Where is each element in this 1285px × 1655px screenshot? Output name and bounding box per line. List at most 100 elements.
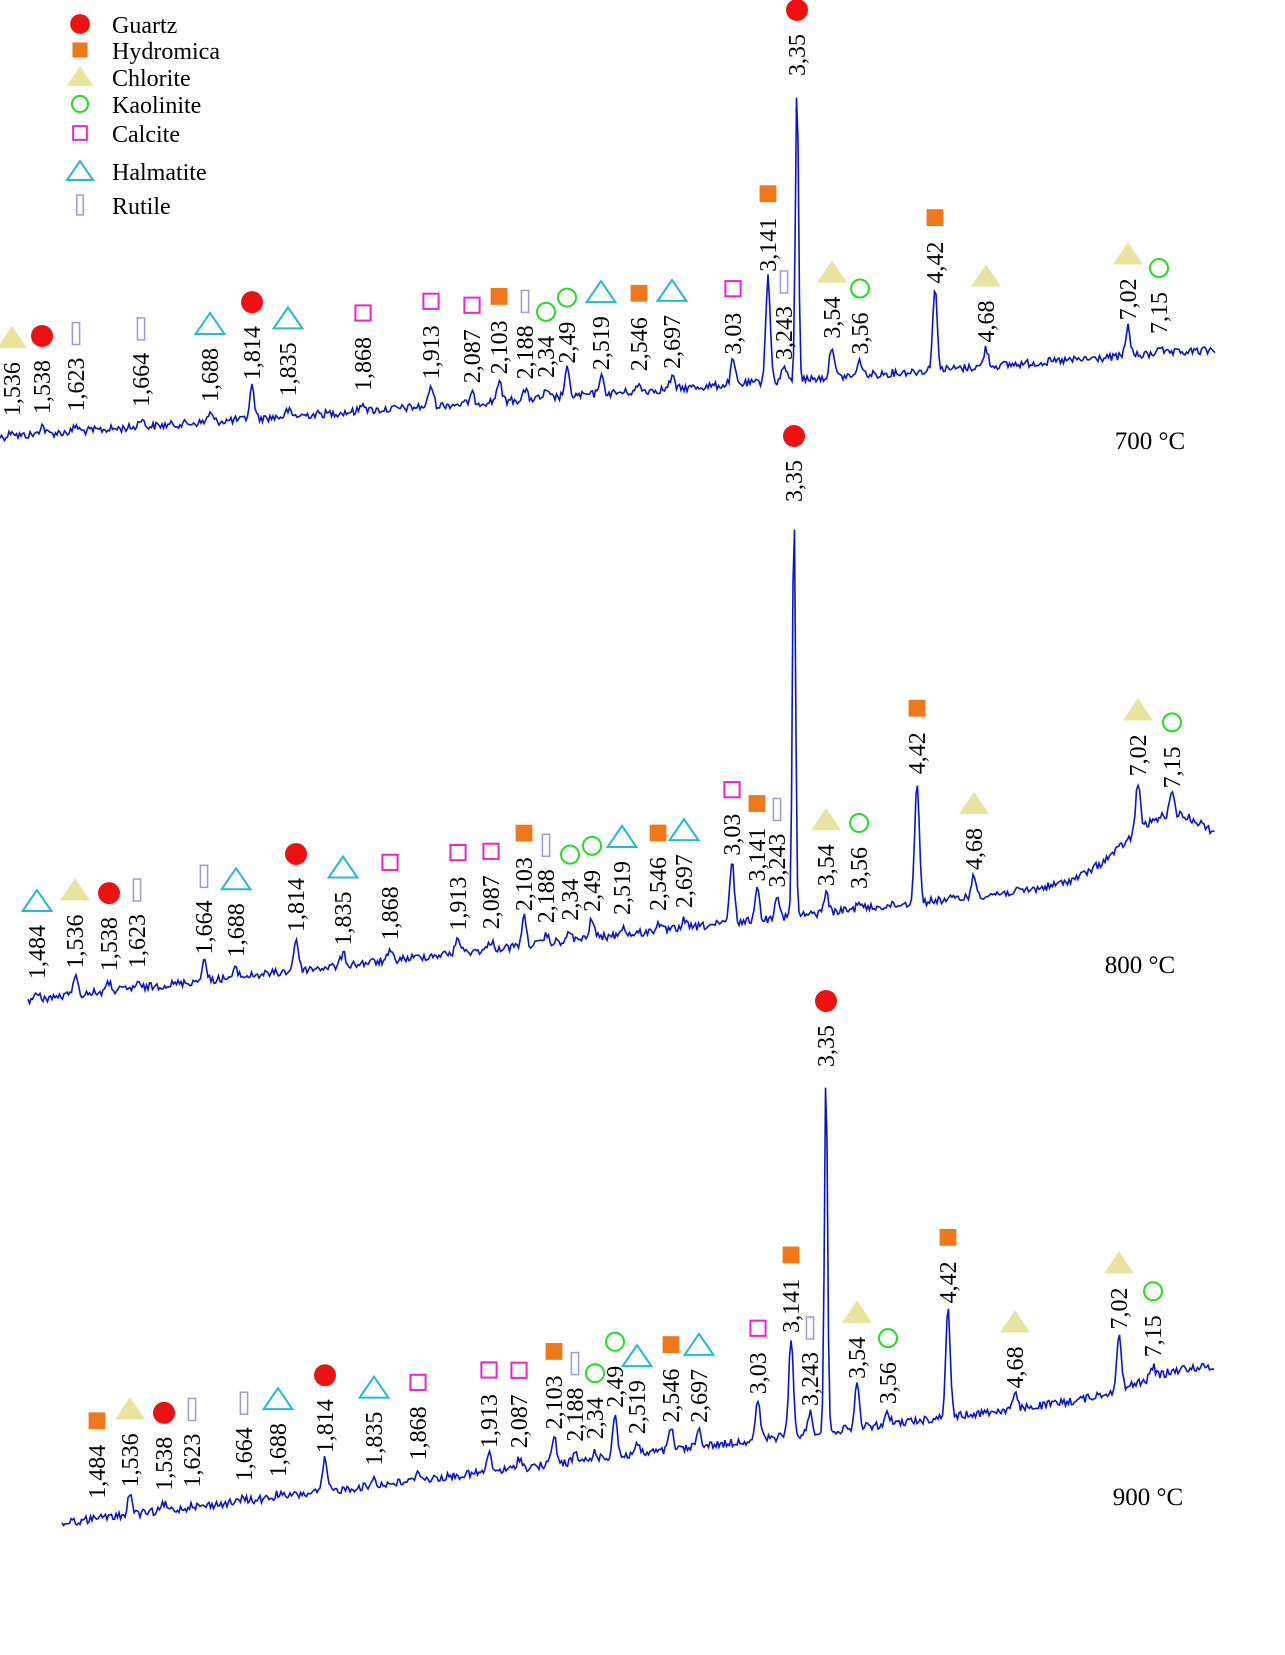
peak-marker-kaolinite xyxy=(536,301,556,322)
peak-marker-kaolinite xyxy=(849,812,869,833)
peak-label: 1,536 xyxy=(118,1433,144,1487)
peak-label: 7,02 xyxy=(1107,1288,1133,1330)
peak-marker-rutile xyxy=(199,864,209,889)
peak-label: 1,623 xyxy=(64,358,90,412)
peak-marker-guartz xyxy=(31,324,53,347)
peak-label: 3,141 xyxy=(756,218,782,272)
peak-label: 2,087 xyxy=(507,1394,533,1448)
peak-marker-guartz xyxy=(241,291,263,314)
peak-marker-kaolinite xyxy=(585,1363,605,1384)
peak-marker-guartz xyxy=(314,1364,336,1387)
peak-marker-halmatite xyxy=(193,311,227,335)
peak-marker-chlorite xyxy=(811,807,841,831)
peak-marker-hydromica xyxy=(545,1343,563,1360)
peak-marker-kaolinite xyxy=(1149,258,1169,279)
peak-marker-halmatite xyxy=(620,1343,654,1368)
temperature-label: 700 °C xyxy=(1115,428,1185,455)
peak-marker-calcite xyxy=(422,292,440,310)
peak-label: 2,49 xyxy=(603,1366,629,1408)
peak-marker-calcite xyxy=(480,1361,498,1379)
peak-label: 2,519 xyxy=(610,861,636,915)
peak-label: 1,536 xyxy=(63,914,89,968)
peak-marker-halmatite xyxy=(271,305,305,330)
peak-marker-kaolinite xyxy=(557,287,577,308)
peak-label: 3,56 xyxy=(876,1362,902,1404)
peak-label: 1,814 xyxy=(240,326,266,380)
peak-marker-kaolinite xyxy=(605,1331,625,1352)
legend-label-kaolinite: Kaolinite xyxy=(112,93,201,119)
peak-label: 2,188 xyxy=(513,325,539,379)
peak-label: 3,03 xyxy=(746,1352,772,1394)
peak-label: 3,243 xyxy=(772,306,798,360)
peak-marker-hydromica xyxy=(490,288,508,305)
peak-label: 4,68 xyxy=(974,301,1000,343)
peak-label: 1,913 xyxy=(419,325,445,379)
peak-marker-guartz xyxy=(153,1401,175,1424)
peak-marker-calcite xyxy=(354,304,372,322)
peak-label: 2,519 xyxy=(589,316,615,370)
peak-marker-kaolinite xyxy=(560,844,580,865)
legend-marker-hydromica xyxy=(72,42,88,58)
peak-marker-kaolinite xyxy=(1162,712,1182,733)
peak-marker-chlorite xyxy=(1113,242,1143,265)
peak-marker-hydromica xyxy=(759,185,777,203)
peak-label: 2,34 xyxy=(583,1397,609,1439)
peak-label: 1,538 xyxy=(152,1437,178,1491)
legend-marker-rutile xyxy=(76,194,84,216)
peak-label: 4,68 xyxy=(1003,1347,1029,1389)
peak-marker-kaolinite xyxy=(850,278,870,299)
peak-label: 3,54 xyxy=(845,1337,871,1379)
peak-label: 1,484 xyxy=(85,1445,111,1499)
panel-800-c: 1,484 1,536 1,538 1,623 1,664 1,688 1,814 1,835… xyxy=(20,425,1215,1006)
peak-marker-rutile xyxy=(136,317,146,341)
peak-label: 3,243 xyxy=(765,833,791,887)
peak-marker-kaolinite xyxy=(878,1328,898,1349)
temperature-label: 900 °C xyxy=(1113,1484,1183,1511)
peak-label: 2,087 xyxy=(479,875,505,929)
peak-marker-halmatite xyxy=(682,1332,716,1356)
peak-marker-rutile xyxy=(187,1397,197,1422)
peak-marker-hydromica xyxy=(515,824,533,842)
peak-marker-calcite xyxy=(463,296,481,314)
peak-marker-calcite xyxy=(381,853,399,871)
peak-label: 1,664 xyxy=(192,900,218,954)
peak-marker-chlorite xyxy=(817,260,847,283)
panel-700-c: 1,536 1,538 1,623 1,664 1,688 1,814 1,835 1,868… xyxy=(0,0,1216,455)
peak-label: 3,56 xyxy=(848,313,874,355)
peak-label: 4,42 xyxy=(923,242,949,284)
peak-label: 7,02 xyxy=(1126,734,1152,776)
peak-label: 7,15 xyxy=(1160,746,1186,788)
legend-marker-halmatite xyxy=(65,159,95,181)
peak-label: 2,103 xyxy=(512,857,538,911)
legend-label-rutile: Rutile xyxy=(112,194,171,220)
peak-marker-rutile xyxy=(772,797,782,822)
peak-label: 2,087 xyxy=(460,329,486,383)
peak-marker-calcite xyxy=(409,1373,427,1391)
peak-marker-halmatite xyxy=(219,866,253,891)
peak-label: 4,68 xyxy=(962,828,988,870)
peak-label: 3,35 xyxy=(814,1025,840,1067)
peak-marker-calcite xyxy=(749,1319,767,1337)
peak-label: 1,688 xyxy=(266,1423,292,1477)
peak-marker-kaolinite xyxy=(1143,1281,1163,1302)
peak-marker-calcite xyxy=(449,843,467,862)
peak-label: 1,623 xyxy=(180,1433,206,1487)
peak-label: 2,49 xyxy=(555,322,581,364)
peak-label: 1,913 xyxy=(477,1394,503,1448)
peak-marker-calcite xyxy=(482,842,500,860)
peak-marker-halmatite xyxy=(655,278,689,302)
peak-label: 1,538 xyxy=(30,360,56,414)
peak-marker-chlorite xyxy=(1000,1310,1030,1333)
peak-label: 2,103 xyxy=(542,1375,568,1429)
panels: 1,536 1,538 1,623 1,664 1,688 1,814 1,835 1,868… xyxy=(0,0,1216,1527)
peak-label: 3,54 xyxy=(814,844,840,886)
peak-marker-chlorite xyxy=(0,325,27,349)
peak-label: 1,868 xyxy=(378,886,404,940)
peak-label: 2,697 xyxy=(672,854,698,908)
peak-label: 1,536 xyxy=(0,362,26,416)
peak-label: 1,835 xyxy=(362,1412,388,1466)
peak-label: 2,188 xyxy=(534,869,560,923)
peak-label: 3,56 xyxy=(847,847,873,889)
peak-marker-hydromica xyxy=(926,209,944,227)
